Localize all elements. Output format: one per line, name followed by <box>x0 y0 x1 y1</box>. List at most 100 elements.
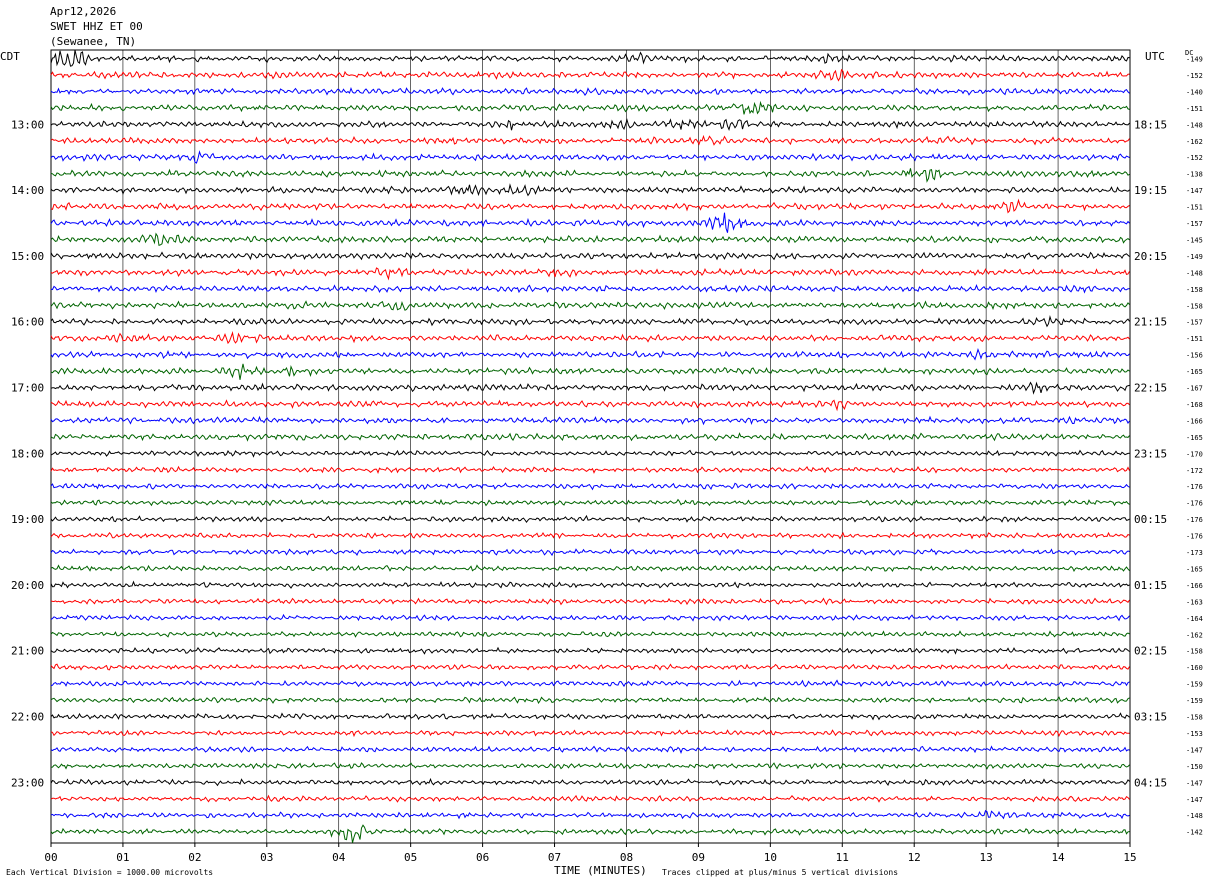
dc-offset-label: -153 <box>1186 730 1203 738</box>
seismic-trace <box>50 548 1130 557</box>
dc-offset-label: -147 <box>1186 796 1203 804</box>
dc-offset-label: -165 <box>1186 565 1203 573</box>
x-tick-label: 03 <box>260 851 273 864</box>
x-tick-label: 10 <box>764 851 777 864</box>
dc-offset-label: -176 <box>1186 483 1203 491</box>
utc-hour-label: 21:15 <box>1134 316 1167 329</box>
seismic-trace <box>50 331 1130 345</box>
plot-frame <box>50 49 1131 844</box>
x-axis-label: TIME (MINUTES) <box>554 864 647 877</box>
cdt-hour-label: 15:00 <box>11 250 44 263</box>
dc-offset-label: -172 <box>1186 467 1203 475</box>
seismic-trace <box>50 762 1130 770</box>
scale-note: Each Vertical Division = 1000.00 microvo… <box>6 868 214 877</box>
dc-offset-label: -149 <box>1186 253 1203 261</box>
x-tick-label: 14 <box>1051 851 1065 864</box>
left-timezone-label: CDT <box>0 50 20 63</box>
dc-offset-label: -157 <box>1186 220 1203 228</box>
seismic-trace <box>50 712 1130 721</box>
dc-offset-label: -152 <box>1186 72 1203 80</box>
dc-offset-label: -148 <box>1186 121 1203 129</box>
seismic-trace <box>50 745 1130 754</box>
x-tick-label: 15 <box>1123 851 1136 864</box>
utc-hour-label: 23:15 <box>1134 447 1167 460</box>
seismic-trace <box>50 212 1130 233</box>
seismic-trace <box>50 663 1130 671</box>
seismic-trace <box>50 630 1130 638</box>
dc-offset-label: -158 <box>1186 286 1203 294</box>
seismic-trace <box>50 284 1130 294</box>
dc-offset-label: -162 <box>1186 631 1203 639</box>
cdt-hour-label: 18:00 <box>11 447 44 460</box>
dc-offset-label: -138 <box>1186 171 1203 179</box>
cdt-hour-label: 22:00 <box>11 711 44 724</box>
seismic-trace <box>50 134 1130 146</box>
dc-offset-label: -159 <box>1186 697 1203 705</box>
dc-offset-label: -162 <box>1186 138 1203 146</box>
dc-offset-label: -145 <box>1186 236 1203 244</box>
seismic-trace <box>50 150 1130 164</box>
x-tick-label: 04 <box>332 851 346 864</box>
dc-offset-label: -147 <box>1186 779 1203 787</box>
utc-hour-label: 20:15 <box>1134 250 1167 263</box>
cdt-hour-label: 13:00 <box>11 118 44 131</box>
x-tick-label: 13 <box>980 851 993 864</box>
cdt-hour-label: 23:00 <box>11 776 44 789</box>
dc-offset-label: -151 <box>1186 204 1203 212</box>
header-location: (Sewanee, TN) <box>50 35 137 48</box>
dc-offset-label: -147 <box>1186 187 1203 195</box>
dc-offset-label: -158 <box>1186 302 1203 310</box>
dc-offset-label: -164 <box>1186 615 1203 623</box>
seismic-trace <box>50 100 1130 115</box>
seismic-trace <box>50 449 1130 458</box>
seismic-trace <box>50 363 1130 380</box>
seismic-trace <box>50 381 1130 395</box>
dc-offset-label: -148 <box>1186 812 1203 820</box>
seismic-trace <box>50 86 1130 96</box>
seismic-trace <box>50 729 1130 738</box>
dc-offset-label: -148 <box>1186 269 1203 277</box>
utc-hour-label: 18:15 <box>1134 118 1167 131</box>
seismic-trace <box>50 198 1130 214</box>
seismic-trace <box>50 168 1130 183</box>
dc-offset-label: -176 <box>1186 533 1203 541</box>
seismic-trace <box>50 613 1130 622</box>
seismic-trace <box>50 531 1130 540</box>
seismic-trace <box>50 68 1130 82</box>
dc-offset-label: -151 <box>1186 335 1203 343</box>
seismic-trace <box>50 498 1130 507</box>
dc-offset-label: -173 <box>1186 549 1203 557</box>
dc-offset-label: -159 <box>1186 681 1203 689</box>
seismic-trace <box>50 415 1130 426</box>
utc-hour-label: 04:15 <box>1134 776 1167 789</box>
seismic-trace <box>50 597 1130 606</box>
x-tick-label: 05 <box>404 851 417 864</box>
dc-offset-label: -168 <box>1186 401 1203 409</box>
dc-offset-label: -149 <box>1186 56 1203 64</box>
seismic-trace <box>50 49 1130 67</box>
dc-offset-label: -167 <box>1186 385 1203 393</box>
dc-column-label: DC <box>1185 49 1194 57</box>
seismic-trace <box>50 696 1130 705</box>
seismic-trace <box>50 777 1130 787</box>
seismic-trace <box>50 580 1130 589</box>
dc-offset-label: -160 <box>1186 664 1203 672</box>
clip-note: Traces clipped at plus/minus 5 vertical … <box>662 868 899 877</box>
seismic-trace <box>50 794 1130 803</box>
seismic-trace <box>50 399 1130 412</box>
seismic-trace <box>50 348 1130 361</box>
seismic-trace <box>50 267 1130 281</box>
cdt-hour-label: 19:00 <box>11 513 44 526</box>
right-timezone-label: UTC <box>1145 50 1165 63</box>
utc-hour-label: 00:15 <box>1134 513 1167 526</box>
dc-offset-label: -158 <box>1186 714 1203 722</box>
dc-offset-label: -166 <box>1186 582 1203 590</box>
seismic-trace <box>50 251 1130 261</box>
seismic-trace <box>50 432 1130 442</box>
dc-offset-label: -176 <box>1186 516 1203 524</box>
utc-hour-label: 03:15 <box>1134 711 1167 724</box>
seismic-trace <box>50 482 1130 491</box>
utc-hour-label: 02:15 <box>1134 645 1167 658</box>
utc-hour-label: 22:15 <box>1134 382 1167 395</box>
